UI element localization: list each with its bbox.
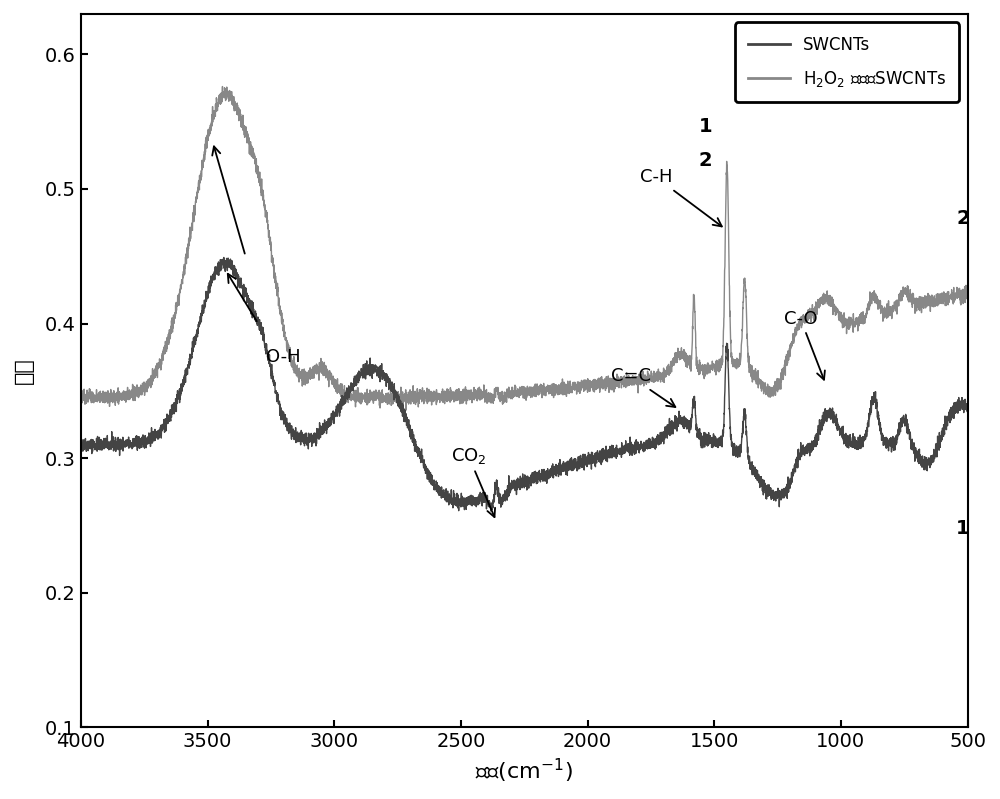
Text: C-H: C-H	[640, 169, 722, 226]
Text: 1: 1	[698, 117, 712, 136]
Y-axis label: 强度: 强度	[14, 357, 34, 384]
Legend: SWCNTs, H$_2$O$_2$ 处理的SWCNTs: SWCNTs, H$_2$O$_2$ 处理的SWCNTs	[735, 22, 959, 102]
X-axis label: 波数(cm$^{-1}$): 波数(cm$^{-1}$)	[475, 757, 573, 785]
Text: O-H: O-H	[266, 348, 301, 366]
Text: 1: 1	[956, 519, 970, 538]
Text: C=C: C=C	[611, 368, 675, 407]
Text: 2: 2	[698, 151, 712, 170]
Text: CO$_2$: CO$_2$	[451, 446, 495, 517]
Text: 2: 2	[956, 209, 970, 228]
Text: C-O: C-O	[784, 309, 825, 380]
